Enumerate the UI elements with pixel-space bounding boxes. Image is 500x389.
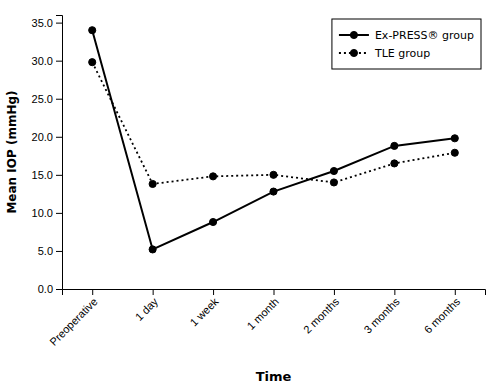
x-tick-mark bbox=[334, 289, 335, 295]
x-tick: 1 week bbox=[187, 289, 220, 328]
y-tick: 25.0 bbox=[32, 93, 62, 105]
x-tick-mark bbox=[455, 289, 456, 295]
marker bbox=[451, 149, 458, 156]
x-tick: 1 day bbox=[133, 289, 161, 323]
y-tick: 5.0 bbox=[38, 245, 62, 257]
y-tick-mark bbox=[56, 137, 62, 138]
x-tick-label: 3 months bbox=[361, 295, 402, 336]
legend-marker bbox=[350, 49, 357, 56]
x-tick: 3 months bbox=[361, 289, 402, 336]
x-tick-mark bbox=[153, 289, 154, 295]
legend-label: Ex-PRESS® group bbox=[375, 29, 474, 42]
x-tick-label: 1 day bbox=[133, 295, 161, 323]
legend-label: TLE group bbox=[374, 47, 430, 60]
marker bbox=[89, 27, 96, 34]
y-tick-label: 35.0 bbox=[32, 17, 53, 29]
y-tick: 0.0 bbox=[38, 283, 62, 295]
marker bbox=[330, 179, 337, 186]
y-tick-mark bbox=[56, 251, 62, 252]
y-tick-mark bbox=[56, 61, 62, 62]
y-tick-mark bbox=[56, 99, 62, 100]
marker bbox=[270, 171, 277, 178]
marker bbox=[210, 173, 217, 180]
x-tick-label: 2 months bbox=[301, 295, 342, 336]
marker bbox=[149, 246, 156, 253]
y-tick-label: 5.0 bbox=[38, 245, 53, 257]
legend-entry: Ex-PRESS® group bbox=[339, 29, 474, 42]
y-tick-label: 0.0 bbox=[38, 283, 53, 295]
y-axis-title: Mean IOP (mmHg) bbox=[5, 90, 19, 213]
y-tick-mark bbox=[56, 289, 62, 290]
marker bbox=[149, 180, 156, 187]
series-line bbox=[92, 62, 455, 184]
marker bbox=[330, 167, 337, 174]
marker bbox=[391, 142, 398, 149]
y-tick-label: 30.0 bbox=[32, 55, 53, 67]
marker bbox=[210, 218, 217, 225]
x-tick-label: Preoperative bbox=[47, 295, 100, 348]
y-axis-line bbox=[56, 16, 63, 290]
y-tick: 30.0 bbox=[32, 55, 62, 67]
marker bbox=[451, 135, 458, 142]
marker bbox=[391, 160, 398, 167]
y-tick-label: 25.0 bbox=[32, 93, 53, 105]
marker bbox=[270, 188, 277, 195]
x-tick-mark bbox=[213, 289, 214, 295]
x-tick-mark bbox=[394, 289, 395, 295]
x-tick-mark bbox=[92, 289, 93, 295]
x-tick-label: 1 month bbox=[244, 295, 281, 332]
x-tick-label: 6 months bbox=[422, 295, 463, 336]
x-tick-label: 1 week bbox=[187, 295, 220, 328]
y-tick-mark bbox=[56, 23, 62, 24]
x-tick: Preoperative bbox=[47, 289, 100, 348]
x-tick: 2 months bbox=[301, 289, 342, 336]
legend-box bbox=[332, 19, 481, 69]
y-tick-label: 20.0 bbox=[32, 131, 53, 143]
marker bbox=[89, 59, 96, 66]
plot: Preoperative 1 day 1 week 1 month 2 months 3 … bbox=[32, 16, 486, 348]
legend-marker bbox=[350, 31, 357, 38]
x-axis-title: Time bbox=[256, 369, 292, 384]
x-axis-line bbox=[63, 290, 486, 296]
y-tick-mark bbox=[56, 213, 62, 214]
y-axis: 0.0 5.0 10.0 15.0 20.0 25.0 30.0 35.0 bbox=[32, 16, 63, 296]
legend: Ex-PRESS® group TLE group bbox=[332, 19, 481, 69]
x-tick: 6 months bbox=[422, 289, 463, 336]
y-tick: 10.0 bbox=[32, 207, 62, 219]
x-tick-mark bbox=[274, 289, 275, 295]
x-axis: Preoperative 1 day 1 week 1 month 2 months 3 … bbox=[47, 289, 485, 348]
y-tick-label: 10.0 bbox=[32, 207, 53, 219]
legend-entry: TLE group bbox=[339, 47, 430, 60]
y-tick: 20.0 bbox=[32, 131, 62, 143]
chart: Preoperative 1 day 1 week 1 month 2 months 3 … bbox=[0, 0, 500, 389]
series-markers bbox=[89, 59, 459, 188]
y-tick: 15.0 bbox=[32, 169, 62, 181]
y-tick: 35.0 bbox=[32, 17, 62, 29]
y-tick-mark bbox=[56, 175, 62, 176]
y-tick-label: 15.0 bbox=[32, 169, 53, 181]
x-tick: 1 month bbox=[244, 289, 281, 332]
